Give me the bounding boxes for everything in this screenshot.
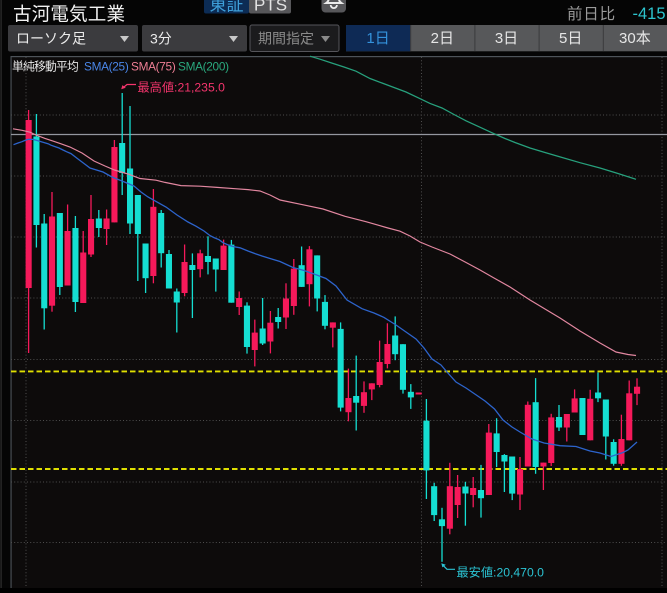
svg-text:PTS: PTS — [254, 0, 287, 15]
svg-text:SMA(75): SMA(75) — [131, 60, 176, 74]
svg-text:5日: 5日 — [559, 30, 582, 47]
svg-text:SMA(200): SMA(200) — [178, 60, 229, 74]
svg-text:1日: 1日 — [366, 30, 389, 47]
svg-text:前日比: 前日比 — [567, 5, 616, 23]
svg-text:最安値:20,470.0: 最安値:20,470.0 — [457, 564, 545, 579]
svg-text:3分: 3分 — [150, 31, 172, 47]
svg-text:期間指定: 期間指定 — [258, 31, 314, 47]
svg-text:SMA(25): SMA(25) — [84, 60, 129, 74]
svg-text:30本: 30本 — [619, 30, 651, 47]
svg-text:東証: 東証 — [210, 0, 244, 15]
svg-text:単純移動平均: 単純移動平均 — [12, 60, 78, 74]
svg-text:ローソク足: ローソク足 — [16, 31, 86, 47]
svg-text:3日: 3日 — [495, 30, 518, 47]
svg-text:2日: 2日 — [431, 30, 454, 47]
svg-text:最高値:21,235.0: 最高値:21,235.0 — [138, 80, 226, 95]
svg-text:-415: -415 — [633, 5, 666, 23]
svg-text:古河電気工業: 古河電気工業 — [13, 4, 125, 25]
